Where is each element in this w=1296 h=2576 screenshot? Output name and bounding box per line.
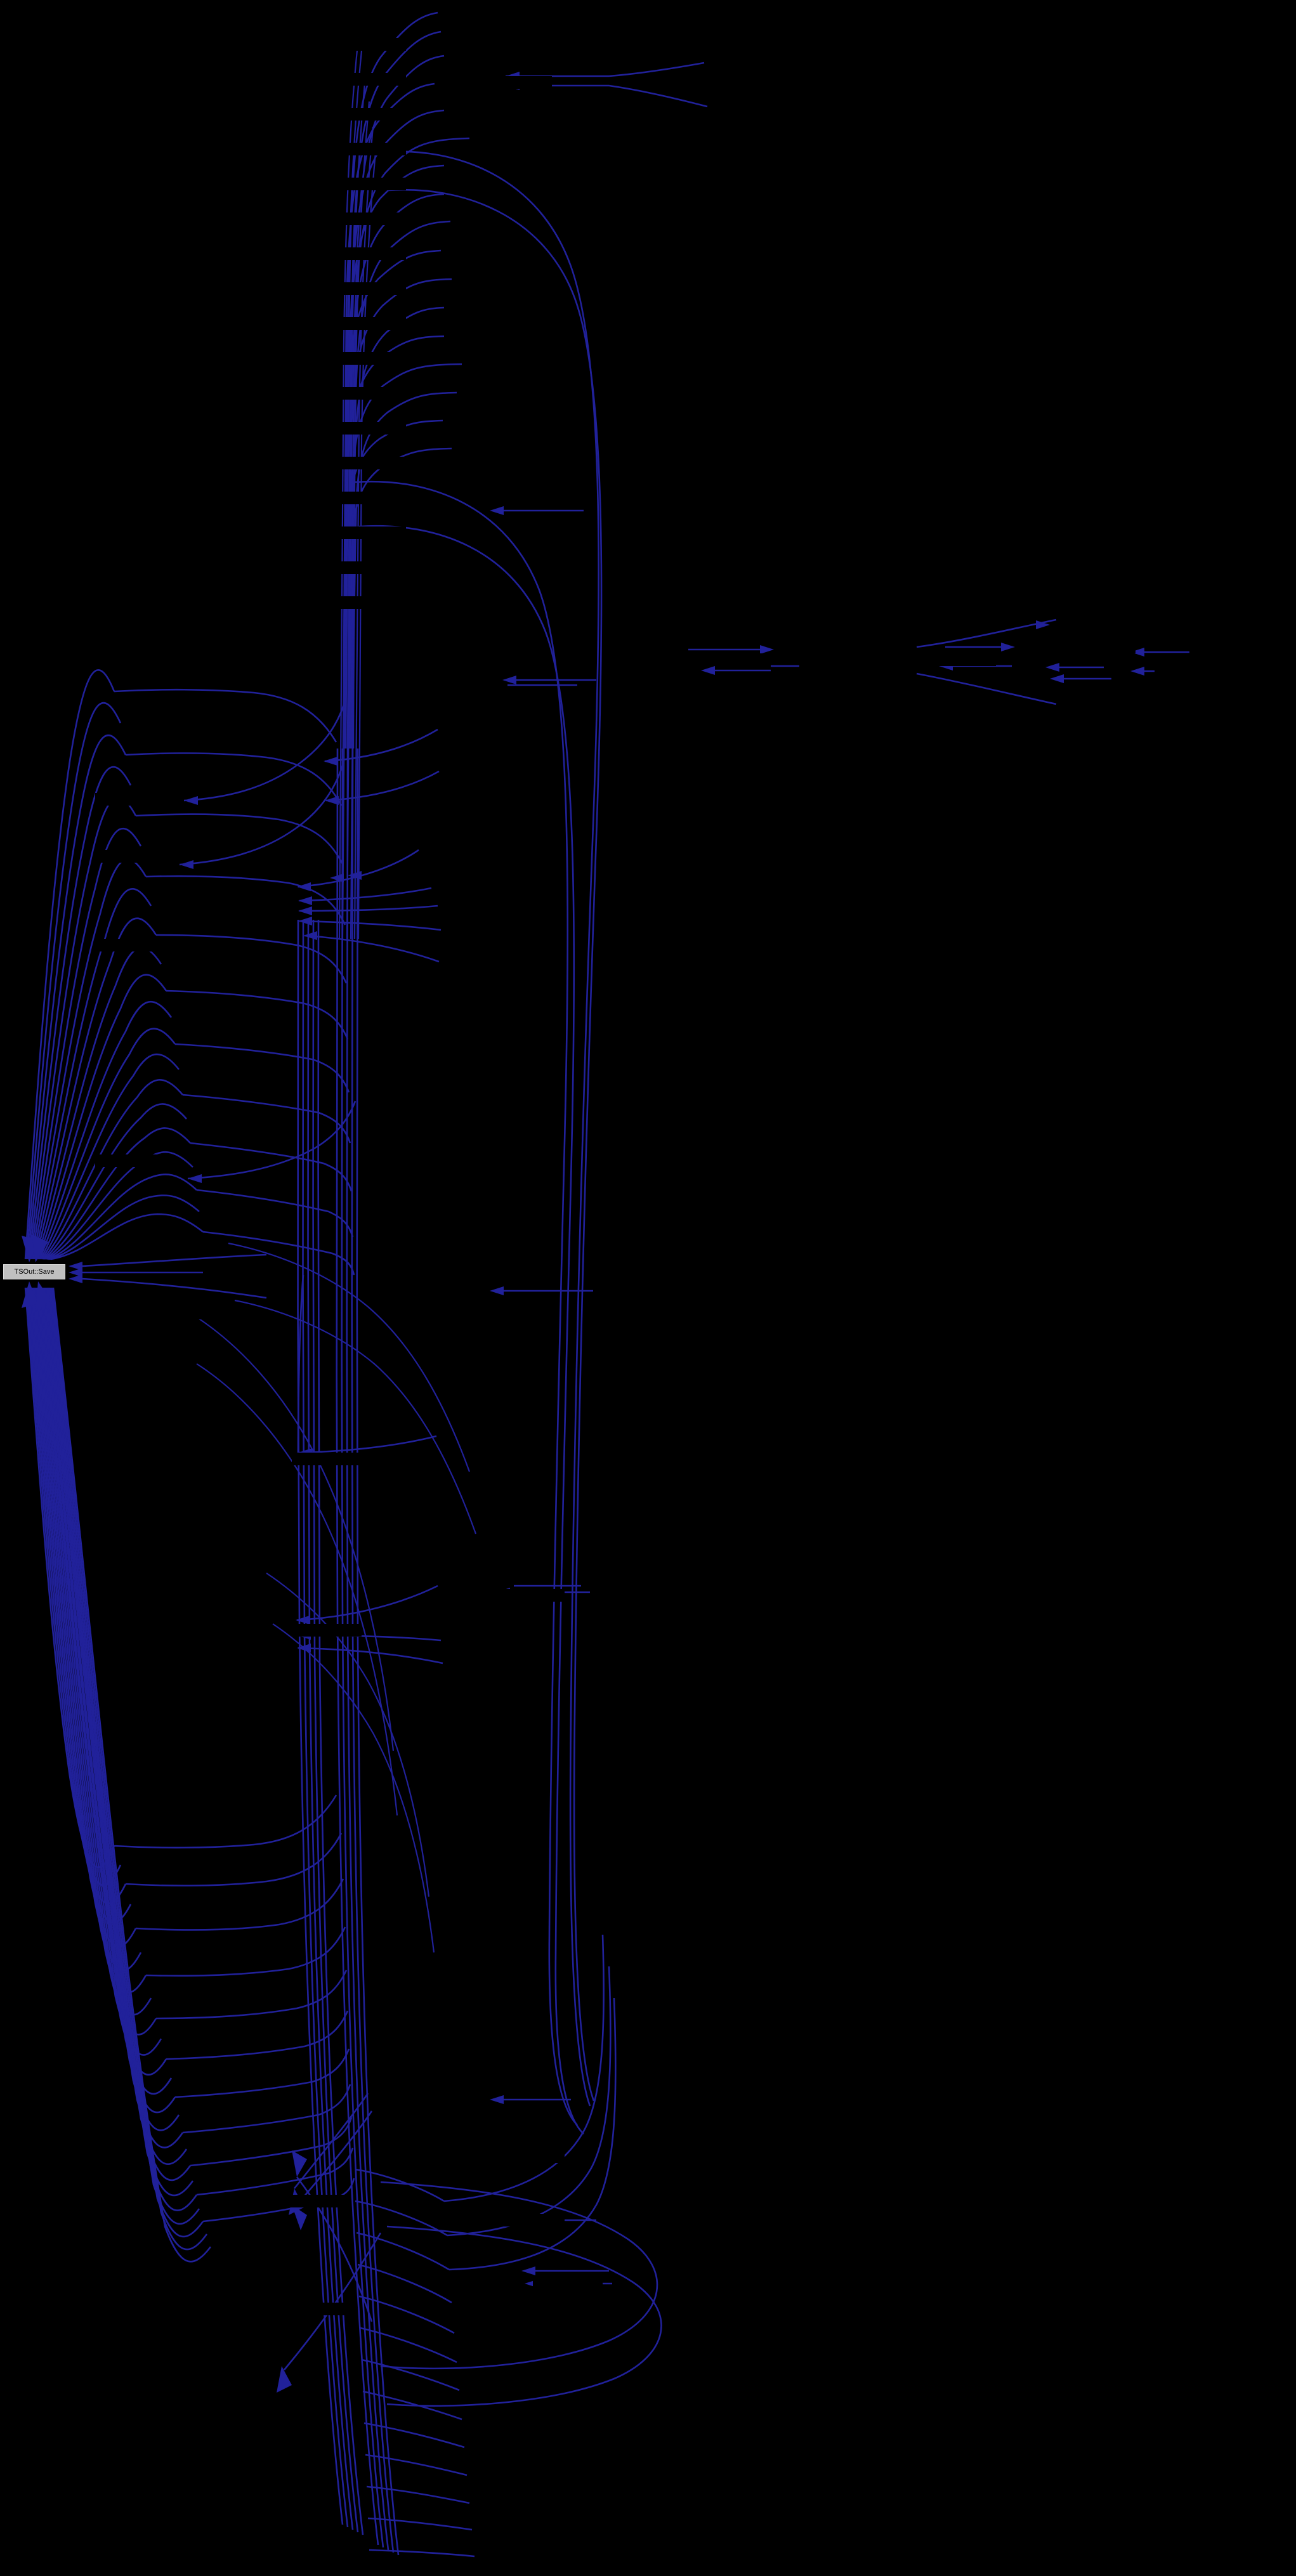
edge-group-left-to-spine-lower bbox=[114, 1795, 355, 2223]
node-tsout-save-label: TSOut::Save bbox=[14, 1267, 55, 1276]
edge-group-bottom-fan bbox=[355, 2168, 662, 2558]
node-hidden-36[interactable] bbox=[279, 2303, 349, 2315]
node-hidden-16[interactable] bbox=[330, 596, 406, 609]
node-hidden-4[interactable] bbox=[330, 178, 406, 190]
node-hidden-10[interactable] bbox=[330, 387, 406, 400]
node-hidden-17[interactable] bbox=[482, 76, 552, 89]
node-hidden-31[interactable] bbox=[495, 2150, 565, 2163]
edge-group-central-spine bbox=[297, 748, 400, 2556]
node-hidden-0[interactable] bbox=[330, 38, 406, 51]
node-hidden-9[interactable] bbox=[330, 352, 406, 365]
node-hidden-12[interactable] bbox=[330, 457, 406, 469]
node-hidden-15[interactable] bbox=[330, 561, 406, 574]
node-hidden-3[interactable] bbox=[330, 143, 406, 155]
node-hidden-28[interactable] bbox=[292, 1453, 362, 1465]
edge-group-left-fan-lower bbox=[24, 1287, 212, 2263]
node-hidden-7[interactable] bbox=[330, 282, 406, 295]
node-hidden-34[interactable] bbox=[533, 2296, 603, 2309]
edge-group-node-arrowheads bbox=[22, 1234, 267, 1311]
node-hidden-27[interactable] bbox=[184, 1307, 254, 1319]
edge-group-left-fan-upper bbox=[24, 669, 204, 1260]
node-hidden-25[interactable] bbox=[95, 939, 165, 951]
node-hidden-5[interactable] bbox=[330, 212, 406, 225]
node-hidden-8[interactable] bbox=[330, 317, 406, 330]
node-hidden-6[interactable] bbox=[330, 247, 406, 260]
edge-group-cross-strands bbox=[190, 1242, 477, 1953]
node-hidden-19[interactable] bbox=[799, 660, 869, 672]
edge-group-midleft-arrows bbox=[179, 697, 357, 1183]
node-tsout-save[interactable]: TSOut::Save bbox=[3, 1264, 65, 1279]
node-hidden-22[interactable] bbox=[1155, 660, 1224, 672]
node-hidden-26[interactable] bbox=[95, 1154, 165, 1167]
edge-group-junction-lower bbox=[296, 1274, 443, 1664]
edge-group-outer-loops bbox=[355, 150, 603, 2135]
node-hidden-24[interactable] bbox=[95, 850, 165, 863]
node-hidden-14[interactable] bbox=[330, 526, 406, 539]
node-hidden-13[interactable] bbox=[330, 492, 406, 504]
node-hidden-35[interactable] bbox=[279, 2195, 349, 2207]
node-hidden-30[interactable] bbox=[495, 1589, 565, 1602]
node-hidden-1[interactable] bbox=[330, 73, 406, 86]
node-hidden-2[interactable] bbox=[330, 108, 406, 121]
node-hidden-11[interactable] bbox=[330, 422, 406, 435]
node-hidden-29[interactable] bbox=[292, 1624, 362, 1637]
node-hidden-18[interactable] bbox=[698, 653, 768, 666]
node-hidden-23[interactable] bbox=[95, 793, 165, 806]
node-hidden-20[interactable] bbox=[926, 653, 996, 666]
node-hidden-33[interactable] bbox=[533, 2277, 603, 2290]
edge-group-junction-upper bbox=[297, 728, 442, 963]
node-hidden-32[interactable] bbox=[495, 2214, 565, 2226]
node-hidden-21[interactable] bbox=[1066, 641, 1136, 653]
